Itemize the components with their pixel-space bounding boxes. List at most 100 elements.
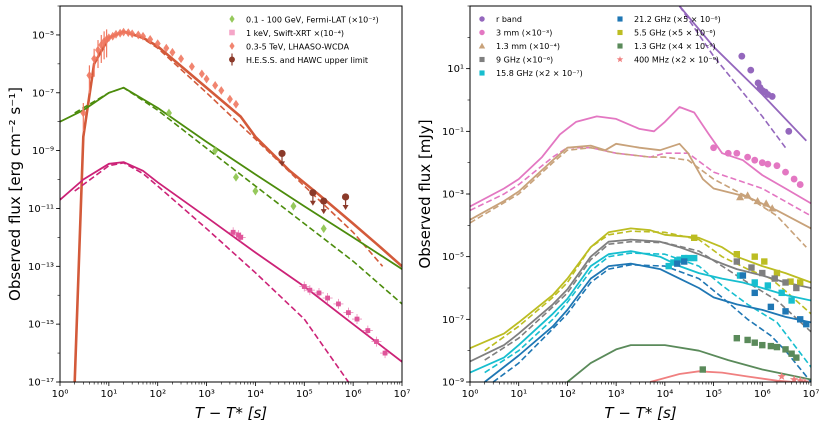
data-marker (154, 39, 161, 49)
data-marker (341, 193, 350, 210)
data-marker (771, 275, 778, 282)
data-marker (736, 193, 745, 201)
legend-label: 0.3-5 TeV, LHAASO-WCDA (246, 43, 350, 52)
series-line (470, 227, 811, 350)
data-marker (751, 339, 758, 346)
legend-label: 400 MHz (×2 × 10⁻⁹) (634, 56, 719, 65)
data-marker (125, 28, 132, 38)
data-marker (785, 127, 793, 135)
data-marker (178, 54, 185, 64)
data-marker (212, 80, 219, 90)
data-marker (165, 108, 172, 118)
series-line (484, 240, 811, 361)
series-line (470, 238, 811, 363)
legend-marker (479, 56, 485, 63)
legend-marker (479, 16, 485, 22)
right-panel-radio-optical: 10⁰ 10¹ 10² 10³ 10⁴ 10⁵ 10⁶ 10⁷ 10⁻⁹ 10⁻⁷ 10⁻⁵ 10⁻³… (416, 5, 819, 422)
data-marker (169, 47, 176, 57)
data-marker (346, 310, 351, 316)
data-marker (793, 354, 800, 361)
data-marker (188, 62, 195, 72)
data-marker (684, 254, 692, 262)
data-marker (768, 204, 777, 212)
data-marker (773, 343, 781, 351)
data-marker (365, 328, 371, 333)
data-marker (382, 350, 388, 356)
legend-marker (478, 42, 486, 49)
data-marker (733, 149, 741, 157)
series-line (470, 106, 811, 208)
data-marker (665, 262, 672, 270)
data-marker (782, 168, 789, 176)
data-marker (787, 278, 794, 285)
legend-label: 3 mm (×10⁻³) (496, 29, 552, 38)
legend-label: 1.3 GHz (×4 × 10⁻⁹) (634, 42, 716, 51)
x-tick-label: 10⁰ (462, 389, 479, 400)
data-marker (230, 229, 236, 235)
y-tick-label: 10⁻⁹ (32, 146, 54, 157)
data-marker (374, 339, 379, 344)
x-tick-label: 10⁴ (247, 389, 264, 400)
data-marker (751, 156, 759, 164)
legend-label: 9 GHz (×10⁻⁶) (496, 56, 553, 65)
data-marker (803, 320, 810, 328)
data-marker (112, 29, 119, 39)
data-marker (733, 250, 741, 258)
data-marker (777, 372, 786, 380)
data-marker (354, 316, 360, 322)
y-tick-label: 10⁻³ (442, 190, 464, 201)
data-marker (232, 99, 239, 109)
data-marker (796, 181, 804, 188)
data-marker (767, 303, 775, 311)
data-marker (320, 224, 327, 234)
data-marker (788, 350, 795, 357)
data-marker (733, 334, 741, 342)
data-marker (751, 253, 758, 260)
data-marker (793, 284, 800, 292)
series-line (649, 370, 805, 382)
data-marker (320, 197, 328, 215)
y-tick-label: 10⁻¹⁵ (28, 320, 54, 331)
data-marker (226, 94, 233, 104)
legend-label: H.E.S.S. and HAWC upper limit (246, 56, 368, 65)
data-marker (140, 31, 147, 41)
legend-label: 15.8 GHz (×2 × 10⁻⁷) (496, 69, 583, 78)
data-marker (80, 108, 87, 118)
data-marker (764, 282, 772, 289)
x-tick-label: 10² (149, 389, 166, 400)
x-tick-label: 10⁵ (705, 389, 722, 400)
data-marker (252, 186, 259, 196)
legend-marker (617, 29, 623, 36)
data-marker (796, 279, 804, 286)
y-tick-label: 10⁻⁵ (32, 30, 54, 41)
x-tick-label: 10³ (198, 389, 215, 400)
data-marker (129, 29, 136, 39)
legend-label: 0.1 - 100 GeV, Fermi-LAT (×10⁻²) (246, 16, 379, 25)
series-line (74, 86, 402, 305)
data-marker (690, 234, 698, 242)
data-marker (316, 290, 322, 296)
y-tick-label: 10⁻¹⁷ (28, 378, 54, 389)
data-marker (759, 341, 766, 349)
data-marker (670, 259, 677, 266)
y-tick-label: 10⁻⁹ (442, 378, 464, 389)
series-line (470, 146, 807, 248)
data-marker (733, 258, 741, 265)
data-marker (218, 86, 225, 95)
data-marker (751, 279, 758, 286)
legend-marker (617, 16, 623, 22)
y-tick-label: 10⁻⁷ (32, 88, 54, 99)
data-marker (232, 172, 239, 182)
y-tick-label: 10⁻⁵ (442, 252, 464, 263)
series-line (484, 230, 811, 352)
x-tick-label: 10³ (608, 389, 625, 400)
data-marker (309, 189, 317, 206)
series-line (566, 344, 811, 382)
plot-frame (59, 5, 403, 383)
x-tick-label: 10⁷ (394, 389, 411, 400)
legend-label: 21.2 GHz (×5 × 10⁻⁸) (634, 15, 721, 24)
legend-label: 1.3 mm (×10⁻⁴) (496, 42, 560, 51)
data-marker (744, 336, 751, 344)
data-marker (91, 54, 98, 64)
